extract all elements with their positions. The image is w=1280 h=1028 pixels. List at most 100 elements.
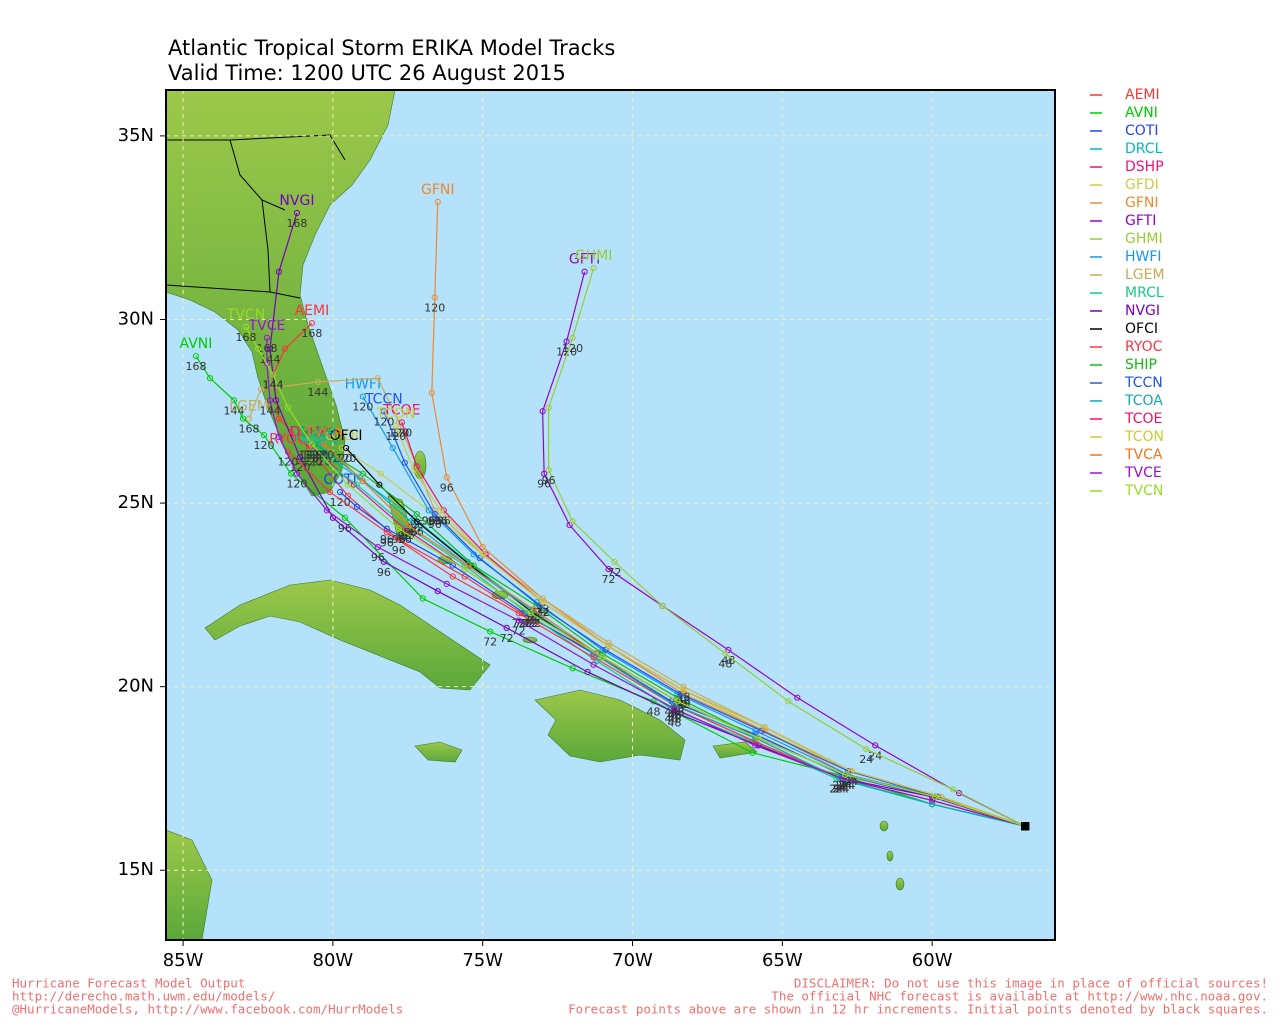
hour-label: 24 xyxy=(868,749,882,762)
hour-label: 96 xyxy=(392,533,406,546)
hour-label: 120 xyxy=(289,461,310,474)
y-tick-label: 15N xyxy=(118,859,154,880)
track-end-label: AVNI xyxy=(180,336,213,352)
legend-label: TCCN xyxy=(1124,375,1163,391)
hour-label: 168 xyxy=(301,327,322,340)
hour-label: 24 xyxy=(835,782,849,795)
forecast-point xyxy=(287,470,295,477)
hour-label: 168 xyxy=(238,423,259,436)
forecast-point xyxy=(590,264,597,272)
forecast-point xyxy=(515,617,522,624)
hour-label: 24 xyxy=(832,782,846,795)
forecast-point xyxy=(407,518,414,525)
legend-label: DSHP xyxy=(1125,159,1164,175)
track-end-label: TCOA xyxy=(298,424,337,440)
forecast-point xyxy=(671,701,678,709)
hour-label: 120 xyxy=(253,439,274,452)
hour-label: 96 xyxy=(392,544,406,557)
forecast-point xyxy=(950,786,957,793)
hour-label: 96 xyxy=(398,529,412,542)
forecast-point xyxy=(281,345,289,352)
forecast-point xyxy=(671,705,678,712)
hour-label: 96 xyxy=(537,478,551,491)
hour-label: 120 xyxy=(304,448,325,461)
forecast-point xyxy=(269,371,277,378)
forecast-point xyxy=(305,444,313,452)
hour-label: 72 xyxy=(512,625,526,638)
track-end-label: DSHP xyxy=(290,424,329,440)
forecast-point xyxy=(929,801,936,808)
legend-label: TCOA xyxy=(1124,393,1163,409)
legend-label: LGEM xyxy=(1125,267,1165,283)
forecast-point xyxy=(263,360,271,367)
forecast-point xyxy=(476,555,483,562)
x-tick-label: 80W xyxy=(313,950,354,971)
hour-label: 144 xyxy=(307,386,328,399)
track-line xyxy=(245,326,1026,827)
hour-label: 48 xyxy=(670,705,684,718)
hour-label: 24 xyxy=(844,775,858,788)
forecast-point xyxy=(395,419,402,426)
hour-label: 24 xyxy=(859,753,873,766)
forecast-point xyxy=(242,323,250,330)
legend-label: TCON xyxy=(1124,429,1164,445)
forecast-point xyxy=(470,562,477,569)
hour-label: 24 xyxy=(835,782,849,795)
hour-label: 168 xyxy=(256,342,277,355)
forecast-point xyxy=(539,599,546,606)
hour-label: 72 xyxy=(524,617,538,630)
x-tick-label: 75W xyxy=(462,950,503,971)
forecast-point xyxy=(536,602,543,609)
forecast-point xyxy=(413,510,420,518)
cuba xyxy=(204,579,491,691)
hour-label: 168 xyxy=(286,217,307,230)
hour-label: 96 xyxy=(428,518,442,531)
forecast-point xyxy=(464,562,471,569)
forecast-point xyxy=(611,558,618,565)
southeast-us xyxy=(166,90,396,497)
hour-label: 24 xyxy=(835,782,849,795)
forecast-point xyxy=(206,375,214,382)
legend-label: RYOC xyxy=(1125,339,1163,355)
hour-label: 72 xyxy=(524,614,538,627)
legend-label: OFCI xyxy=(1125,321,1158,337)
track-end-label: LGEM xyxy=(229,399,269,415)
hour-label: 96 xyxy=(377,566,391,579)
footer-left: http://derecho.math.uwm.edu/models/ xyxy=(12,989,275,1004)
forecast-point xyxy=(581,268,588,275)
forecast-point xyxy=(392,422,399,430)
forecast-point xyxy=(254,345,262,352)
forecast-point xyxy=(863,745,870,753)
forecast-point xyxy=(938,793,945,800)
subtitle: Valid Time: 1200 UTC 26 August 2015 xyxy=(168,61,566,85)
hour-label: 120 xyxy=(562,342,583,355)
forecast-point xyxy=(428,389,435,397)
forecast-point xyxy=(401,525,408,532)
tracks: 24487296120144168AEMI24487296120144168AV… xyxy=(180,182,1030,831)
forecast-point xyxy=(380,558,387,565)
forecast-point xyxy=(293,209,301,217)
hour-label: 48 xyxy=(646,705,660,718)
hour-label: 48 xyxy=(667,716,681,729)
hour-label: 120 xyxy=(391,426,412,439)
hour-label: 96 xyxy=(404,525,418,538)
forecast-point xyxy=(569,665,576,672)
forecast-point xyxy=(437,507,444,514)
forecast-point xyxy=(545,404,552,411)
hour-label: 48 xyxy=(667,709,681,722)
hour-label: 120 xyxy=(331,452,352,465)
forecast-point xyxy=(395,525,402,532)
forecast-point xyxy=(602,646,609,654)
footer-left: Hurricane Forecast Model Output xyxy=(12,976,245,991)
hour-label: 72 xyxy=(524,617,538,630)
hour-label: 24 xyxy=(838,779,852,792)
forecast-point xyxy=(410,514,417,521)
forecast-point xyxy=(434,198,441,206)
hour-label: 24 xyxy=(838,779,852,792)
forecast-point xyxy=(266,397,274,404)
initial-point xyxy=(1021,822,1030,831)
forecast-point xyxy=(566,521,573,529)
forecast-point xyxy=(839,775,846,782)
forecast-point xyxy=(872,742,879,749)
forecast-point xyxy=(443,580,450,587)
